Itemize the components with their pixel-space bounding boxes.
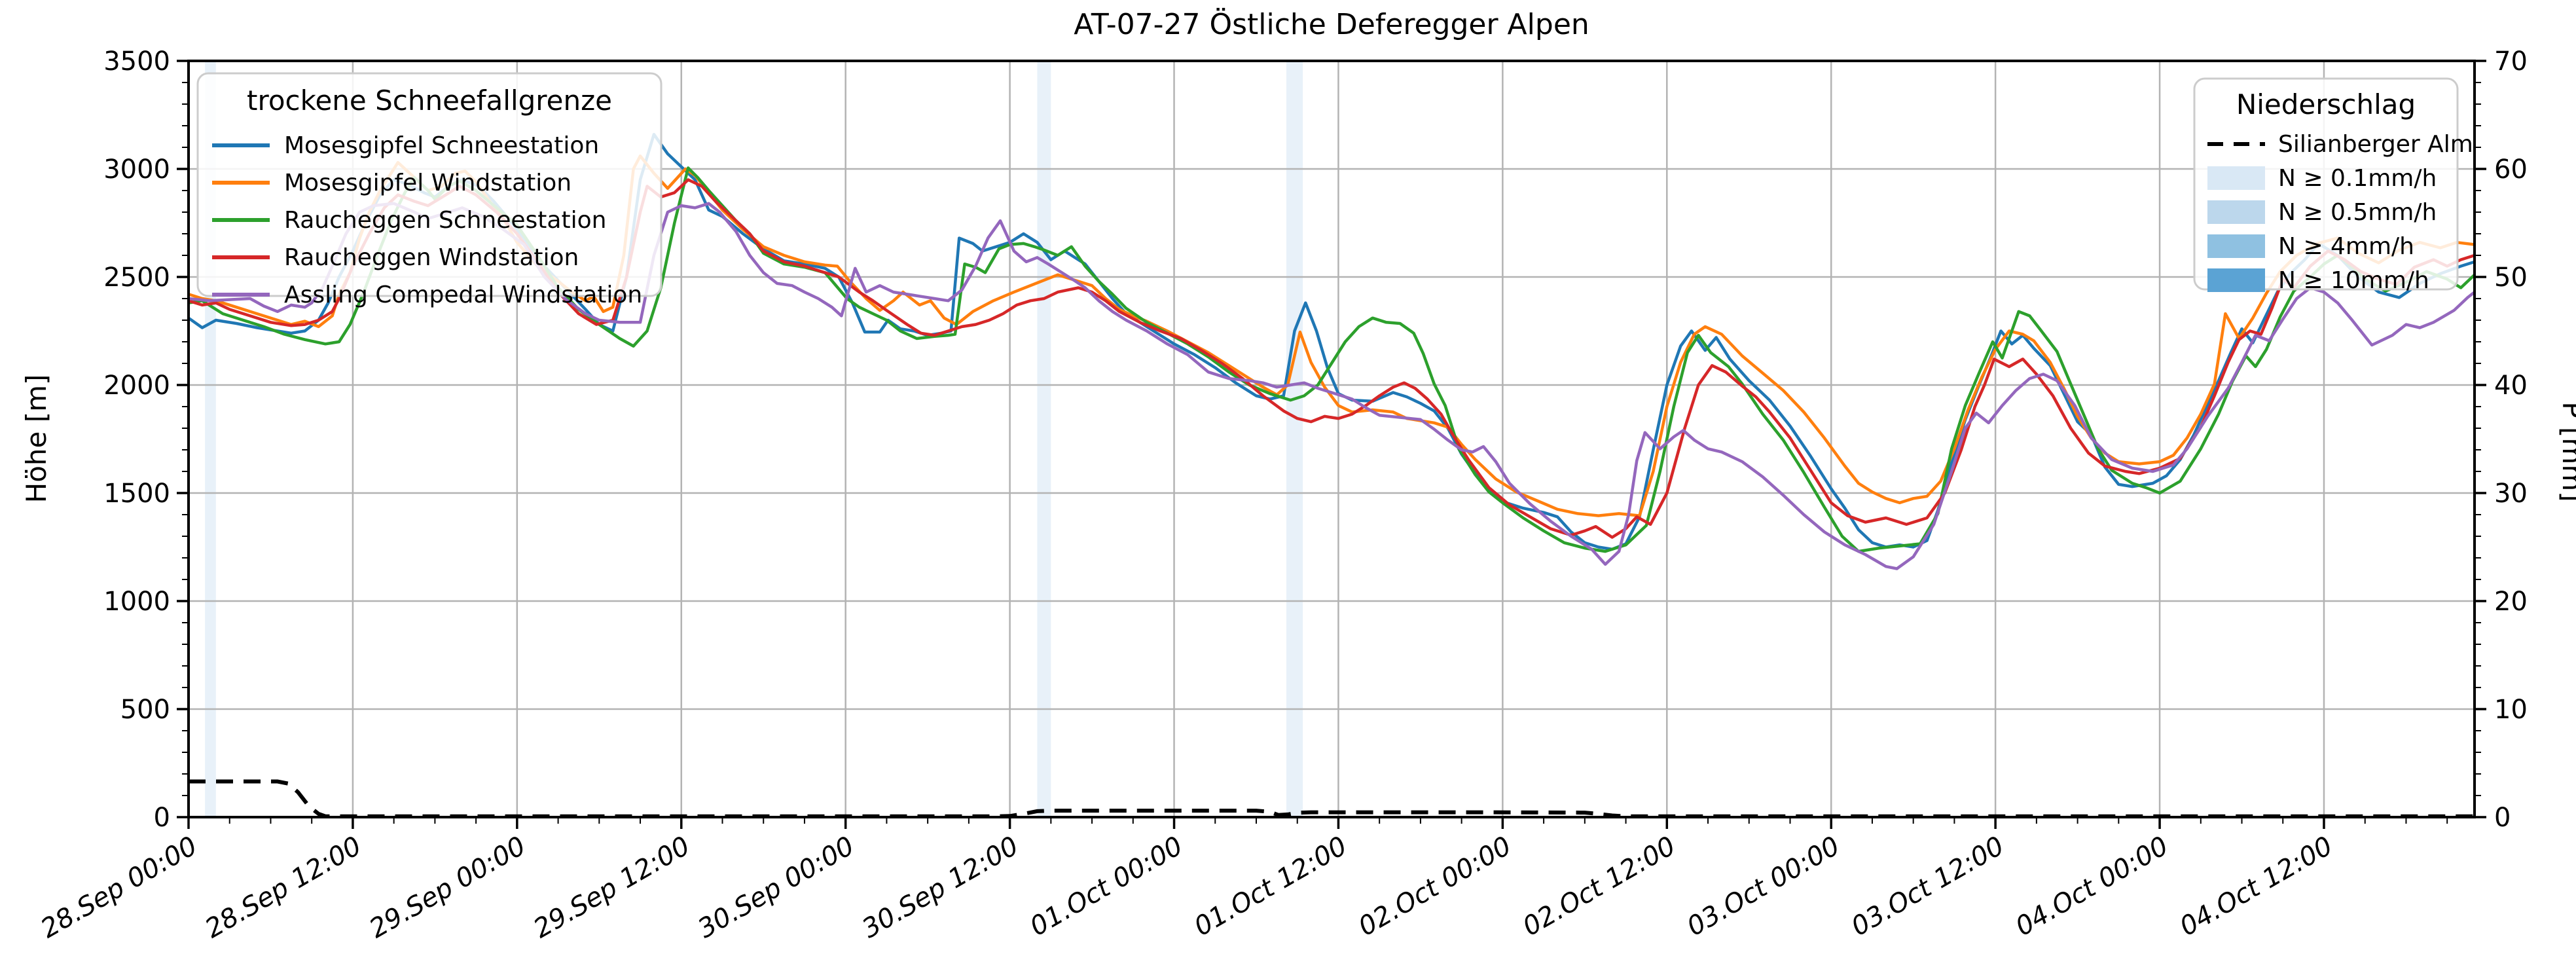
legend-fill-swatch bbox=[2207, 234, 2265, 258]
x-tick-label: 03.Oct 12:00 bbox=[1846, 831, 2009, 942]
legend-right-entry-label: N ≥ 10mm/h bbox=[2278, 267, 2429, 294]
legend-right-title: Niederschlag bbox=[2236, 88, 2416, 120]
legend-fill-swatch bbox=[2207, 166, 2265, 190]
legend-right-entry-label: Silianberger Alm bbox=[2278, 131, 2473, 158]
legend-left-entry-label: Mosesgipfel Windstation bbox=[284, 170, 571, 196]
series-assling-compedal-windstation bbox=[188, 202, 2476, 570]
y-right-tick-label: 30 bbox=[2494, 479, 2528, 509]
legend-right-entry-label: N ≥ 0.1mm/h bbox=[2278, 165, 2437, 192]
y-left-tick-label: 500 bbox=[120, 695, 170, 725]
series-silianberger-alm bbox=[189, 779, 2475, 818]
series-raucheggen-windstation bbox=[188, 178, 2475, 539]
x-tick-label: 04.Oct 12:00 bbox=[2175, 831, 2338, 942]
legend-left-box bbox=[196, 72, 662, 297]
y-left-tick-label: 1500 bbox=[103, 479, 170, 509]
y-left-axis-label: Höhe [m] bbox=[20, 375, 52, 504]
y-left-tick-label: 2500 bbox=[103, 263, 170, 293]
x-tick-label: 29.Sep 12:00 bbox=[529, 831, 695, 944]
legend-left-entry-label: Raucheggen Schneestation bbox=[284, 207, 606, 234]
series-layer bbox=[187, 132, 2476, 818]
x-tick-label: 30.Sep 00:00 bbox=[693, 831, 859, 944]
legend-right-entry-label: N ≥ 0.5mm/h bbox=[2278, 199, 2437, 226]
y-right-tick-label: 10 bbox=[2494, 695, 2528, 725]
y-right-tick-label: 40 bbox=[2494, 371, 2528, 401]
y-right-tick-label: 60 bbox=[2494, 155, 2528, 185]
chart-title: AT-07-27 Östliche Deferegger Alpen bbox=[1074, 7, 1589, 41]
x-tick-label: 01.Oct 12:00 bbox=[1189, 831, 1352, 942]
x-tick-label: 02.Oct 00:00 bbox=[1354, 831, 1517, 942]
y-right-tick-label: 20 bbox=[2494, 587, 2528, 617]
x-tick-label: 01.Oct 00:00 bbox=[1025, 831, 1188, 942]
y-right-tick-label: 70 bbox=[2494, 46, 2528, 77]
legend-left-entry-label: Assling Compedal Windstation bbox=[284, 282, 642, 308]
x-tick-label: 30.Sep 12:00 bbox=[857, 831, 1023, 944]
legend-left-entry-label: Raucheggen Windstation bbox=[284, 244, 579, 271]
legend-left-title: trockene Schneefallgrenze bbox=[247, 84, 612, 117]
x-tick-label: 29.Sep 00:00 bbox=[365, 831, 531, 944]
y-right-tick-label: 50 bbox=[2494, 263, 2528, 293]
plot-border bbox=[187, 60, 2476, 818]
y-left-tick-label: 3000 bbox=[103, 155, 170, 185]
legend-fill-swatch bbox=[2207, 200, 2265, 224]
legend-fill-swatch bbox=[2207, 268, 2265, 292]
y-left-tick-label: 3500 bbox=[103, 46, 170, 77]
y-left-tick-label: 0 bbox=[154, 803, 170, 833]
x-tick-label: 28.Sep 12:00 bbox=[200, 831, 367, 944]
series-mosesgipfel-schneestation bbox=[187, 132, 2475, 551]
x-tick-label: 04.Oct 00:00 bbox=[2010, 831, 2173, 942]
legend-layer: trockene Schneefallgrenze Mosesgipfel Sch… bbox=[196, 72, 2473, 308]
y-left-tick-label: 2000 bbox=[103, 371, 170, 401]
x-tick-label: 03.Oct 00:00 bbox=[1682, 831, 1845, 942]
y-left-tick-label: 1000 bbox=[103, 587, 170, 617]
x-tick-label: 28.Sep 00:00 bbox=[36, 831, 202, 944]
legend-left-entry-label: Mosesgipfel Schneestation bbox=[284, 132, 599, 159]
y-right-tick-label: 0 bbox=[2494, 803, 2511, 833]
precip-band bbox=[1037, 61, 1051, 817]
legend-right-entry-label: N ≥ 4mm/h bbox=[2278, 233, 2414, 260]
y-right-axis-label: P [mm] bbox=[2556, 401, 2576, 502]
x-tick-label: 02.Oct 12:00 bbox=[1517, 831, 1680, 942]
precip-band bbox=[1286, 61, 1303, 817]
